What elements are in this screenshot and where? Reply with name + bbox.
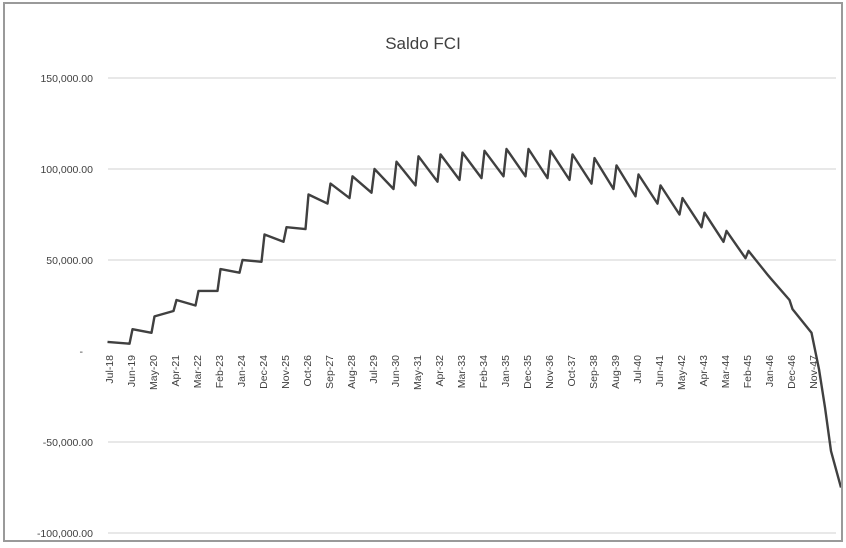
- grid-layer: [108, 77, 836, 534]
- x-tick-label: Jun-30: [390, 355, 402, 387]
- x-tick-label: Sep-38: [588, 355, 600, 389]
- x-tick-label: Feb-23: [214, 355, 226, 388]
- y-axis-ticks: 150,000.00 100,000.00 50,000.00 - -50,000.00…: [37, 73, 93, 540]
- x-tick-label: Oct-26: [302, 355, 314, 387]
- x-tick-label: Dec-46: [786, 355, 798, 389]
- x-tick-label: Aug-39: [610, 355, 622, 389]
- y-tick-label: 100,000.00: [40, 164, 93, 176]
- y-tick-label: -: [80, 346, 84, 358]
- x-tick-label: May-42: [676, 355, 688, 390]
- x-tick-label: May-20: [148, 355, 160, 390]
- x-tick-label: Jul-29: [368, 355, 380, 384]
- x-tick-label: Jan-24: [236, 355, 248, 387]
- x-tick-label: Jul-40: [632, 355, 644, 384]
- y-tick-label: 150,000.00: [40, 73, 93, 85]
- x-tick-label: Aug-28: [346, 355, 358, 389]
- x-tick-label: Jul-18: [104, 355, 116, 384]
- x-tick-label: Sep-27: [324, 355, 336, 389]
- chart-frame: Saldo FCI 150,000.00 100,000.00 50,000.00 -…: [3, 2, 843, 542]
- x-tick-label: Jan-46: [764, 355, 776, 387]
- x-tick-label: May-31: [412, 355, 424, 390]
- x-tick-label: Apr-21: [170, 355, 182, 387]
- x-axis-ticks: Jul-18 Jun-19 May-20 Apr-21 Mar-22 Feb-23 Jan-…: [104, 355, 820, 390]
- x-tick-label: Mar-22: [192, 355, 204, 388]
- x-tick-label: Jun-19: [126, 355, 138, 387]
- chart-svg: Saldo FCI 150,000.00 100,000.00 50,000.00 -…: [37, 34, 841, 540]
- x-tick-label: Dec-24: [258, 355, 270, 389]
- x-tick-label: Oct-37: [566, 355, 578, 387]
- x-tick-label: Mar-44: [720, 355, 732, 388]
- x-tick-label: Apr-32: [434, 355, 446, 387]
- y-tick-label: -100,000.00: [37, 528, 93, 540]
- x-tick-label: Feb-34: [478, 355, 490, 388]
- x-tick-label: Apr-43: [698, 355, 710, 387]
- x-tick-label: Nov-36: [544, 355, 556, 389]
- x-tick-label: Mar-33: [456, 355, 468, 388]
- series-line: [107, 147, 841, 488]
- y-tick-label: 50,000.00: [46, 255, 93, 267]
- x-tick-label: Feb-45: [742, 355, 754, 388]
- x-tick-label: Jun-41: [654, 355, 666, 387]
- x-tick-label: Jan-35: [500, 355, 512, 387]
- series-layer: [107, 147, 841, 488]
- x-tick-label: Dec-35: [522, 355, 534, 389]
- chart-title: Saldo FCI: [385, 34, 461, 53]
- x-tick-label: Nov-25: [280, 355, 292, 389]
- y-tick-label: -50,000.00: [43, 437, 93, 449]
